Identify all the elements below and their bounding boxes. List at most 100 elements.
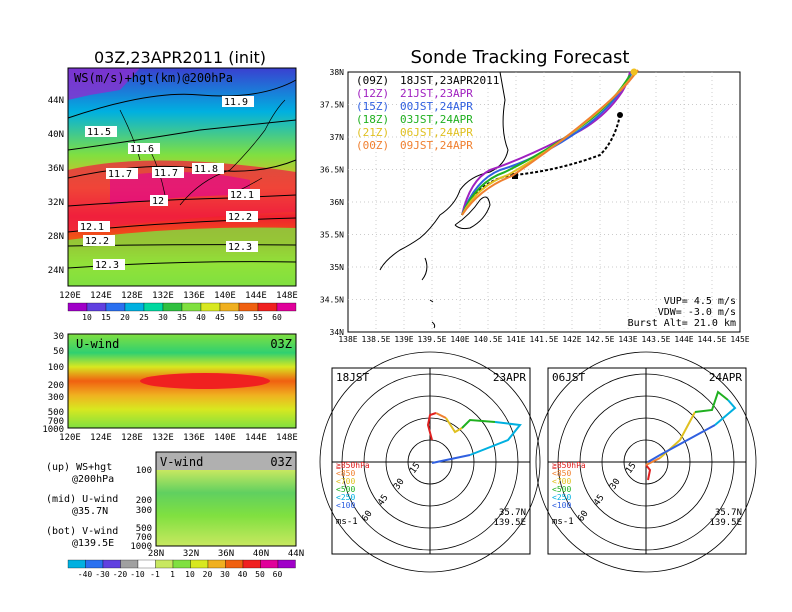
p-tick-label: 1000 (130, 542, 152, 552)
lon-tick-label: 139E (394, 335, 413, 344)
p-tick-label: 500 (136, 524, 152, 534)
hodo-trace (445, 417, 463, 434)
legend-time: 00JST,24APR (400, 100, 473, 113)
lat-tick-label: 36N (330, 198, 345, 207)
hodo-frame (331, 367, 531, 555)
legend-line: @35.7N (72, 506, 108, 517)
lon-tick-label: 142.5E (586, 335, 615, 344)
p-tick-label: 1000 (42, 425, 64, 435)
contour-label: 11.5 (87, 127, 111, 138)
hodo-trace (645, 457, 661, 466)
track-line (461, 69, 639, 216)
lon-tick-label: 144.5E (698, 335, 727, 344)
lat-tick-label: 36.5N (320, 166, 344, 175)
lon-tick-label: 143.5E (642, 335, 671, 344)
p-tick-label: 700 (48, 417, 64, 427)
colorbar-swatch (277, 559, 296, 569)
hodo-date: 24APR (709, 371, 742, 384)
p-tick-label: 50 (53, 347, 64, 357)
vwind-time: 03Z (270, 455, 292, 469)
vwind-panel (155, 451, 297, 547)
legend-time: 06JST,24APR (400, 126, 473, 139)
level-label: <700 (336, 477, 355, 486)
colorbar-swatch (137, 559, 156, 569)
track-end (617, 112, 623, 118)
contour-label: 12.1 (80, 222, 104, 233)
hodo-trace (431, 454, 471, 464)
hodo-frame (547, 367, 747, 555)
contour-label-box (128, 143, 160, 154)
legend-line: @200hPa (72, 474, 114, 485)
lat-tick-label: 32N (183, 549, 199, 559)
track-lat-labels: 38N 37.5N 37N 36.5N 36N 35.5N 35N 34.5N 34N (320, 68, 344, 337)
contour-label: 12 (152, 196, 164, 207)
colorbar-label: 40 (196, 313, 206, 322)
colorbar-swatch (102, 559, 121, 569)
level-label: <500 (336, 485, 355, 494)
lon-tick-label: 148E (276, 433, 298, 443)
hodo-ring (535, 351, 757, 573)
contour-label: 11.7 (154, 168, 178, 179)
level-label: <850 (552, 469, 571, 478)
colorbar-label: 25 (139, 313, 149, 322)
hodo-trace (647, 424, 716, 463)
colorbar-swatch (155, 559, 174, 569)
hodo-trace (714, 399, 737, 426)
uwind-panel (67, 333, 297, 429)
colorbar-label: 60 (273, 570, 283, 579)
colorbar-swatch (260, 559, 279, 569)
colorbar-swatch (67, 302, 88, 312)
lat-tick-label: 40N (48, 130, 64, 140)
lon-tick-label: 136E (183, 291, 205, 301)
colorbar-swatch (225, 559, 244, 569)
lon-tick-label: 143E (618, 335, 637, 344)
track-legend: (09Z) 18JST,23APR2011 (12Z) 21JST,23APR (15Z… (356, 74, 499, 152)
p-tick-label: 500 (48, 408, 64, 418)
contour-label: 11.6 (130, 144, 154, 155)
lat-tick-label: 34.5N (320, 296, 344, 305)
lon-tick-label: 124E (90, 433, 112, 443)
colorbar-swatch (124, 302, 145, 312)
legend-zone: (15Z) (356, 100, 389, 113)
sonde-tracks (461, 68, 639, 216)
legend-zone: (12Z) (356, 87, 389, 100)
colorbar-label: -1 (150, 570, 160, 579)
lat-tick-label: 36N (48, 164, 64, 174)
lon-tick-label: 120E (59, 433, 81, 443)
param-line: VUP= 4.5 m/s (664, 296, 736, 307)
p-tick-label: 700 (136, 533, 152, 543)
colorbar-swatch (238, 302, 259, 312)
lon-tick-label: 138.5E (362, 335, 391, 344)
colorbar-swatch (67, 559, 86, 569)
lon-tick-label: 144E (245, 291, 267, 301)
lon-tick-label: 141.5E (530, 335, 559, 344)
lat-tick-label: 32N (48, 198, 64, 208)
lat-tick-label: 28N (48, 232, 64, 242)
legend-line: (bot) V-wind (46, 526, 118, 537)
colorbar-swatch (200, 302, 221, 312)
contour-label-box (152, 167, 184, 178)
contour-label: 12.2 (228, 212, 252, 223)
contour-label: 12.3 (95, 260, 119, 271)
colorbar-label: 60 (272, 313, 282, 322)
lon-tick-label: 140E (214, 291, 236, 301)
colorbar-swatch (85, 559, 104, 569)
lat-tick-label: 44N (48, 96, 64, 106)
level-label: <850 (336, 469, 355, 478)
colorbar-swatch (86, 302, 107, 312)
colorbar-swatch (162, 302, 183, 312)
map200-lat-labels: 44N 40N 36N 32N 28N 24N (48, 96, 64, 276)
hodo-trace (461, 418, 496, 429)
colorbar-label: 40 (238, 570, 248, 579)
uwind-lon-labels: 120E 124E 128E 132E 136E 140E 144E 148E (59, 433, 298, 443)
p-tick-label: 300 (48, 393, 64, 403)
hodo-loc: 35.7N (499, 508, 526, 518)
lat-tick-label: 40N (253, 549, 269, 559)
colorbar-label: 20 (120, 313, 130, 322)
level-label: <500 (552, 485, 571, 494)
hodo-ring (319, 351, 541, 573)
hodograph-06jst: 06JST 24APRms-135.7N139.5E15304560≧850hPa… (535, 351, 757, 573)
hodo-trace (469, 421, 522, 456)
